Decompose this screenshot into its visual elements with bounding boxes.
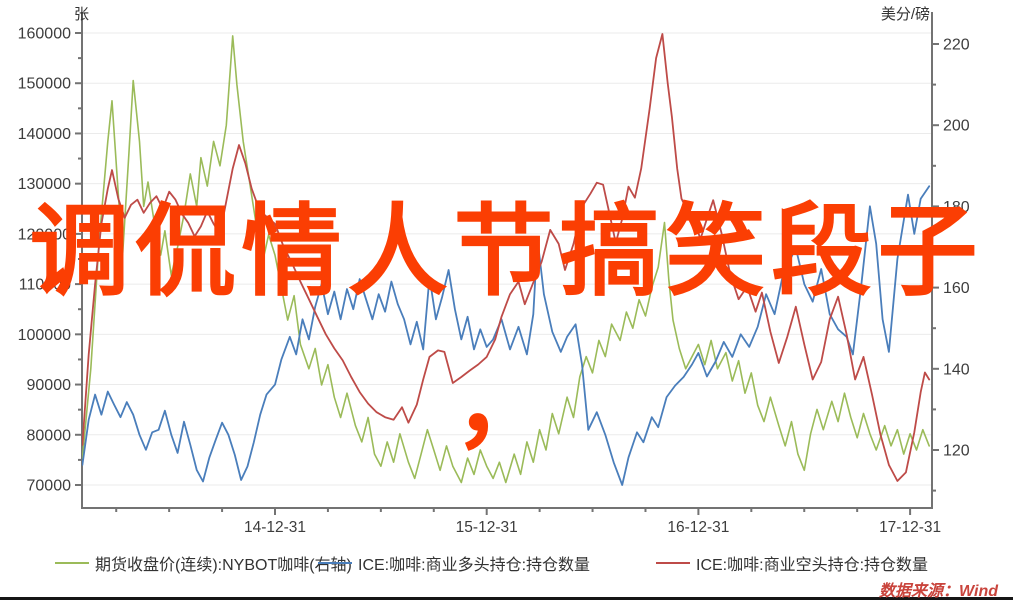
svg-text:100000: 100000 <box>18 327 71 344</box>
bottom-border-line <box>0 597 1013 600</box>
svg-text:110000: 110000 <box>19 277 71 294</box>
left-axis-unit-label: 张 <box>74 6 90 23</box>
svg-text:15-12-31: 15-12-31 <box>456 519 518 536</box>
svg-text:220: 220 <box>943 37 970 54</box>
svg-text:160000: 160000 <box>18 26 71 43</box>
svg-text:70000: 70000 <box>27 478 72 495</box>
svg-text:80000: 80000 <box>27 427 72 444</box>
svg-text:180: 180 <box>943 199 970 216</box>
svg-text:17-12-31: 17-12-31 <box>879 519 941 536</box>
svg-text:90000: 90000 <box>27 377 72 394</box>
svg-text:120000: 120000 <box>18 226 71 243</box>
legend-item-long-positions: ICE:咖啡:商业多头持仓:持仓数量 <box>318 553 591 574</box>
svg-text:200: 200 <box>943 118 970 135</box>
svg-text:130000: 130000 <box>18 176 71 193</box>
svg-text:14-12-31: 14-12-31 <box>244 519 306 536</box>
data-source-note: 数据来源：Wind <box>879 583 998 600</box>
svg-text:140: 140 <box>943 361 970 378</box>
svg-text:140000: 140000 <box>18 126 71 143</box>
svg-text:16-12-31: 16-12-31 <box>667 519 729 536</box>
legend-label: ICE:咖啡:商业空头持仓:持仓数量 <box>696 557 929 574</box>
legend-label: 期货收盘价(连续):NYBOT咖啡(右轴) <box>95 557 352 574</box>
legend-line-swatch-green <box>55 562 89 564</box>
svg-text:150000: 150000 <box>18 76 71 93</box>
legend-item-coffee-price: 期货收盘价(连续):NYBOT咖啡(右轴) <box>55 553 352 574</box>
right-axis-unit-label: 美分/磅 <box>880 6 930 23</box>
legend-label: ICE:咖啡:商业多头持仓:持仓数量 <box>358 557 591 574</box>
legend-line-swatch-red <box>656 562 690 564</box>
chart-legend: 期货收盘价(连续):NYBOT咖啡(右轴) ICE:咖啡:商业多头持仓:持仓数量… <box>0 553 1013 575</box>
svg-text:160: 160 <box>943 280 970 297</box>
legend-line-swatch-blue <box>318 562 352 564</box>
legend-item-short-positions: ICE:咖啡:商业空头持仓:持仓数量 <box>656 553 929 574</box>
svg-text:120: 120 <box>943 443 970 460</box>
